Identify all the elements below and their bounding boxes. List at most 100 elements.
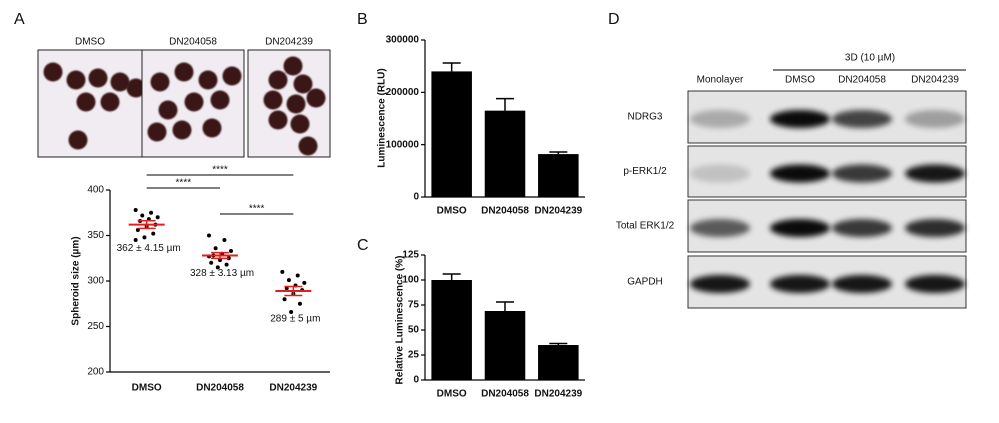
data-point xyxy=(213,246,218,251)
band xyxy=(905,219,965,237)
spheroid xyxy=(68,130,88,150)
y-tick-label: 50 xyxy=(408,325,420,336)
y-tick-label: 75 xyxy=(408,300,420,311)
data-point xyxy=(207,233,211,238)
data-point xyxy=(151,231,156,236)
x-tick-label: DN204058 xyxy=(481,206,529,217)
data-point xyxy=(142,235,147,240)
spheroid xyxy=(100,92,120,112)
bar xyxy=(484,311,526,380)
data-point xyxy=(133,208,138,213)
panel-label: A xyxy=(14,11,25,28)
data-point xyxy=(140,213,145,218)
band xyxy=(770,164,830,183)
row-label: GAPDH xyxy=(627,277,663,288)
data-point xyxy=(297,301,302,306)
spheroid xyxy=(66,70,86,90)
spheroid xyxy=(150,72,170,92)
spheroid xyxy=(290,114,310,134)
spheroid xyxy=(147,122,167,142)
annotation: 362 ± 4.15 µm xyxy=(117,243,181,254)
x-tick-label: DMSO xyxy=(132,383,162,394)
data-point xyxy=(149,210,154,215)
photo-label: DN204239 xyxy=(265,37,313,48)
data-point xyxy=(295,273,300,278)
spheroid xyxy=(293,74,313,94)
band xyxy=(690,164,750,183)
y-tick-label: 200000 xyxy=(386,87,420,98)
lane-label: Monolayer xyxy=(697,75,744,86)
y-tick-label: 350 xyxy=(87,230,104,241)
bar xyxy=(484,110,526,197)
data-point xyxy=(209,260,214,265)
spheroid xyxy=(158,100,178,120)
spheroid xyxy=(76,92,96,112)
spheroid xyxy=(110,72,130,92)
x-tick-label: DMSO xyxy=(437,389,467,400)
spheroid xyxy=(263,90,283,110)
spheroid xyxy=(268,70,288,90)
photo-label: DMSO xyxy=(75,37,105,48)
spheroid xyxy=(88,68,108,88)
data-point xyxy=(284,286,289,291)
bar xyxy=(538,154,579,197)
bar xyxy=(431,280,472,380)
lane-label: DMSO xyxy=(785,75,815,86)
data-point xyxy=(133,238,138,243)
band xyxy=(905,164,965,183)
data-point xyxy=(224,262,229,267)
band xyxy=(832,219,892,237)
spheroid xyxy=(202,118,222,138)
panel-label: D xyxy=(608,11,620,28)
y-tick-label: 400 xyxy=(87,185,104,196)
data-point xyxy=(215,265,220,270)
annotation: 289 ± 5 µm xyxy=(270,314,320,325)
x-tick-label: DN204058 xyxy=(196,383,244,394)
panel-label: C xyxy=(357,237,369,254)
spheroid xyxy=(174,62,194,82)
band xyxy=(690,275,750,293)
significance-label: **** xyxy=(212,165,228,176)
spheroid xyxy=(286,94,306,114)
spheroid xyxy=(198,70,218,90)
panel-label: B xyxy=(357,11,368,28)
spheroid xyxy=(222,66,242,86)
data-point xyxy=(229,248,233,253)
spheroid xyxy=(43,62,63,82)
x-tick-label: DN204058 xyxy=(481,389,529,400)
row-label: NDRG3 xyxy=(627,112,662,123)
significance-label: **** xyxy=(176,178,192,189)
photo-label: DN204058 xyxy=(169,37,217,48)
band xyxy=(905,275,965,293)
significance-label: **** xyxy=(249,204,265,215)
x-tick-label: DN204239 xyxy=(534,389,582,400)
lane-label: DN204239 xyxy=(911,75,959,86)
band xyxy=(832,275,892,293)
band xyxy=(770,110,830,128)
spheroid xyxy=(184,92,204,112)
blot-header: 3D (10 µM) xyxy=(845,53,895,64)
bar xyxy=(431,71,472,197)
y-tick-label: 25 xyxy=(408,350,420,361)
row-label: Total ERK1/2 xyxy=(616,221,675,232)
x-tick-label: DN204239 xyxy=(269,383,317,394)
y-axis-label: Luminescence (RLU) xyxy=(377,68,388,167)
row-label: p-ERK1/2 xyxy=(623,166,667,177)
y-tick-label: 300000 xyxy=(386,35,420,46)
band xyxy=(832,164,892,183)
y-tick-label: 200 xyxy=(87,367,104,378)
spheroid xyxy=(283,56,303,76)
y-tick-label: 300 xyxy=(87,276,104,287)
band xyxy=(770,275,830,293)
spheroid xyxy=(298,136,318,156)
spheroid xyxy=(210,90,230,110)
data-point xyxy=(302,280,307,285)
annotation: 328 ± 3.13 µm xyxy=(190,268,254,279)
y-tick-label: 0 xyxy=(413,375,419,386)
y-tick-label: 100 xyxy=(402,275,419,286)
y-axis-label: Spheroid size (µm) xyxy=(71,236,82,325)
band xyxy=(905,110,965,128)
band xyxy=(690,219,750,237)
